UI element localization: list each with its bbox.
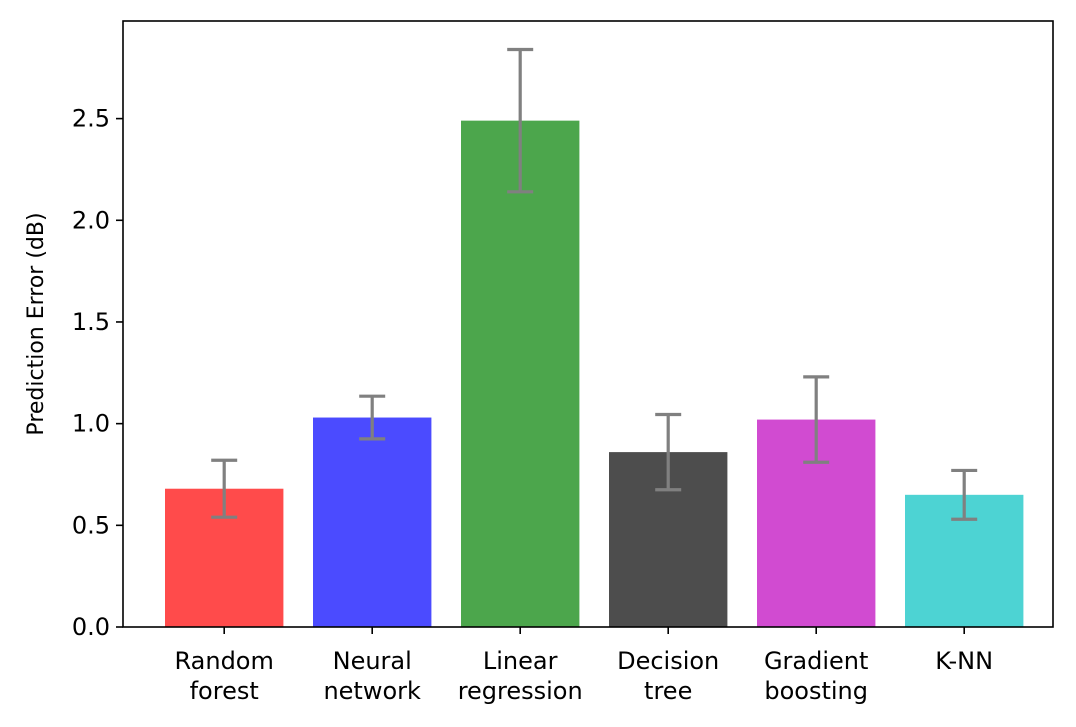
error-bar-2 (507, 47, 534, 194)
bar-2 (461, 120, 580, 628)
bars-layer (165, 120, 1024, 628)
y-tick-label-0: 0.0 (72, 613, 110, 641)
error-bar-4 (803, 375, 830, 464)
y-axis-label: Prediction Error (dB) (24, 212, 49, 435)
y-tick-label-4: 2.0 (72, 206, 110, 234)
error-bar-3 (655, 412, 682, 492)
error-bar-5 (951, 468, 978, 521)
error-bar-0 (211, 458, 238, 519)
error-bar-1 (359, 394, 386, 441)
x-tick-label-1: Neural network (323, 647, 421, 705)
plot-frame (122, 20, 1054, 628)
bar-1 (313, 417, 432, 627)
x-tick-label-0: Random forest (175, 647, 274, 705)
y-tick-label-2: 1.0 (72, 410, 110, 438)
x-tick-label-3: Decision tree (617, 647, 719, 705)
x-axis: Random forest Neural network Linear regressio… (175, 627, 993, 705)
x-tick-label-2: Linear regression (458, 647, 583, 705)
y-tick-label-1: 0.5 (72, 511, 110, 539)
error-bars-layer (211, 47, 978, 521)
y-axis: 0.0 0.5 1.0 1.5 2.0 2.5 (72, 105, 123, 641)
x-tick-label-4: Gradient boosting (764, 647, 868, 705)
y-tick-label-5: 2.5 (72, 105, 110, 133)
y-tick-label-3: 1.5 (72, 308, 110, 336)
x-tick-label-5: K-NN (935, 647, 993, 675)
